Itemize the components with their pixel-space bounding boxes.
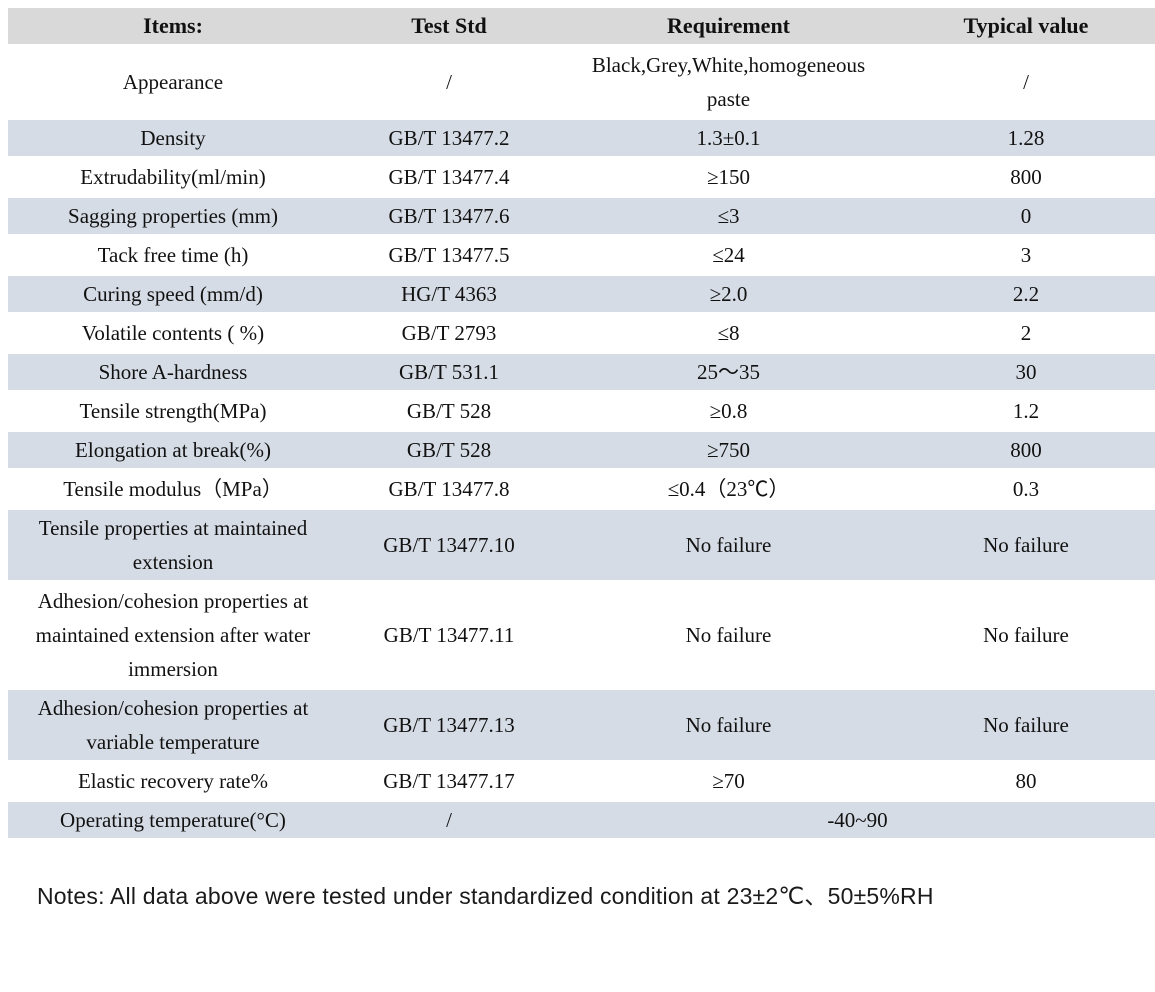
spec-table: Items: Test Std Requirement Typical valu… xyxy=(8,8,1155,841)
table-row: Operating temperature(°C) / -40~90 xyxy=(8,800,1155,841)
table-row: Appearance / Black,Grey,White,homogeneous … xyxy=(8,45,1155,120)
column-header-test-std: Test Std xyxy=(338,8,560,47)
table-row: Tensile strength(MPa) GB/T 528 ≥0.8 1.2 xyxy=(8,391,1155,432)
test-std-cell: GB/T 13477.6 xyxy=(338,196,560,237)
typical-value-cell: 1.2 xyxy=(897,391,1155,432)
item-cell: Sagging properties (mm) xyxy=(8,196,338,237)
test-std-cell: GB/T 13477.2 xyxy=(338,118,560,159)
table-row: Tensile modulus（MPa） GB/T 13477.8 ≤0.4（23℃… xyxy=(8,469,1155,510)
table-row: Tensile properties at maintained extensi… xyxy=(8,508,1155,583)
typical-value-cell: 0 xyxy=(897,196,1155,237)
table-row: Elastic recovery rate% GB/T 13477.17 ≥70 80 xyxy=(8,761,1155,802)
typical-value-cell: No failure xyxy=(897,688,1155,763)
table-row: Adhesion/cohesion properties at variable… xyxy=(8,688,1155,763)
item-cell: Tensile modulus（MPa） xyxy=(8,469,338,510)
item-cell: Tensile strength(MPa) xyxy=(8,391,338,432)
requirement-cell: No failure xyxy=(560,688,897,763)
requirement-cell: ≥750 xyxy=(560,430,897,471)
test-std-cell: GB/T 13477.4 xyxy=(338,157,560,198)
item-cell: Curing speed (mm/d) xyxy=(8,274,338,315)
table-header: Items: Test Std Requirement Typical valu… xyxy=(8,8,1155,47)
item-cell: Tack free time (h) xyxy=(8,235,338,276)
table-row: Sagging properties (mm) GB/T 13477.6 ≤3 0 xyxy=(8,196,1155,237)
requirement-cell: ≥2.0 xyxy=(560,274,897,315)
requirement-cell: No failure xyxy=(560,508,897,583)
test-std-cell: GB/T 528 xyxy=(338,391,560,432)
typical-value-cell: 2 xyxy=(897,313,1155,354)
test-std-cell: GB/T 13477.10 xyxy=(338,508,560,583)
test-std-cell: GB/T 531.1 xyxy=(338,352,560,393)
table-row: Elongation at break(%) GB/T 528 ≥750 800 xyxy=(8,430,1155,471)
requirement-cell: ≥150 xyxy=(560,157,897,198)
item-cell: Tensile properties at maintained extensi… xyxy=(8,508,338,583)
typical-value-cell: 2.2 xyxy=(897,274,1155,315)
requirement-cell: -40~90 xyxy=(560,800,1155,841)
typical-value-cell: No failure xyxy=(897,508,1155,583)
table-row: Density GB/T 13477.2 1.3±0.1 1.28 xyxy=(8,118,1155,159)
requirement-cell: No failure xyxy=(560,581,897,690)
test-std-cell: HG/T 4363 xyxy=(338,274,560,315)
table-body: Appearance / Black,Grey,White,homogeneous … xyxy=(8,45,1155,841)
item-cell: Elastic recovery rate% xyxy=(8,761,338,802)
test-std-cell: / xyxy=(338,800,560,841)
item-cell: Shore A-hardness xyxy=(8,352,338,393)
requirement-cell: Black,Grey,White,homogeneous paste xyxy=(560,45,897,120)
typical-value-cell: No failure xyxy=(897,581,1155,690)
notes-text: Notes: All data above were tested under … xyxy=(37,883,934,909)
requirement-cell: ≤3 xyxy=(560,196,897,237)
column-header-items: Items: xyxy=(8,8,338,47)
requirement-cell: ≥0.8 xyxy=(560,391,897,432)
table-row: Adhesion/cohesion properties at maintain… xyxy=(8,581,1155,690)
requirement-cell: ≤8 xyxy=(560,313,897,354)
test-std-cell: GB/T 13477.11 xyxy=(338,581,560,690)
table-row: Curing speed (mm/d) HG/T 4363 ≥2.0 2.2 xyxy=(8,274,1155,315)
typical-value-cell: 80 xyxy=(897,761,1155,802)
typical-value-cell: 30 xyxy=(897,352,1155,393)
requirement-cell: 25～35 xyxy=(560,352,897,393)
typical-value-cell: 1.28 xyxy=(897,118,1155,159)
item-cell: Density xyxy=(8,118,338,159)
typical-value-cell: 800 xyxy=(897,157,1155,198)
test-std-cell: GB/T 13477.13 xyxy=(338,688,560,763)
requirement-cell: ≤0.4（23℃） xyxy=(560,469,897,510)
requirement-cell: ≤24 xyxy=(560,235,897,276)
item-cell: Elongation at break(%) xyxy=(8,430,338,471)
column-header-requirement: Requirement xyxy=(560,8,897,47)
item-cell: Volatile contents ( %) xyxy=(8,313,338,354)
test-std-cell: GB/T 13477.5 xyxy=(338,235,560,276)
item-cell: Adhesion/cohesion properties at maintain… xyxy=(8,581,338,690)
requirement-cell: ≥70 xyxy=(560,761,897,802)
column-header-typical-value: Typical value xyxy=(897,8,1155,47)
table-row: Tack free time (h) GB/T 13477.5 ≤24 3 xyxy=(8,235,1155,276)
test-std-cell: / xyxy=(338,45,560,120)
test-std-cell: GB/T 2793 xyxy=(338,313,560,354)
table-row: Shore A-hardness GB/T 531.1 25～35 30 xyxy=(8,352,1155,393)
typical-value-cell: 3 xyxy=(897,235,1155,276)
item-cell: Appearance xyxy=(8,45,338,120)
typical-value-cell: / xyxy=(897,45,1155,120)
requirement-cell: 1.3±0.1 xyxy=(560,118,897,159)
table-row: Extrudability(ml/min) GB/T 13477.4 ≥150 800 xyxy=(8,157,1155,198)
test-std-cell: GB/T 528 xyxy=(338,430,560,471)
item-cell: Extrudability(ml/min) xyxy=(8,157,338,198)
table-row: Volatile contents ( %) GB/T 2793 ≤8 2 xyxy=(8,313,1155,354)
typical-value-cell: 0.3 xyxy=(897,469,1155,510)
item-cell: Operating temperature(°C) xyxy=(8,800,338,841)
header-row: Items: Test Std Requirement Typical valu… xyxy=(8,8,1155,47)
test-std-cell: GB/T 13477.17 xyxy=(338,761,560,802)
typical-value-cell: 800 xyxy=(897,430,1155,471)
item-cell: Adhesion/cohesion properties at variable… xyxy=(8,688,338,763)
test-std-cell: GB/T 13477.8 xyxy=(338,469,560,510)
